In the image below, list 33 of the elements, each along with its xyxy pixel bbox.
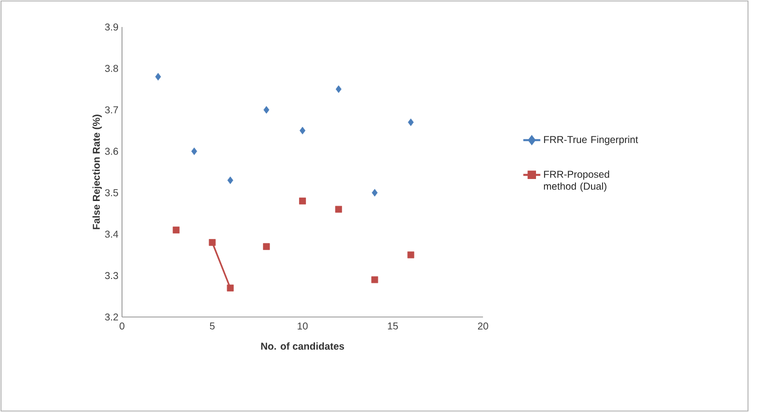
y-tick-label: 3.6 <box>105 148 118 155</box>
point <box>208 239 216 246</box>
point <box>264 106 270 114</box>
point <box>191 147 198 156</box>
y-tick-label: 3.2 <box>105 313 118 321</box>
point <box>371 276 378 284</box>
point <box>226 284 234 292</box>
y-tick-label: 3.7 <box>105 106 118 114</box>
point <box>263 243 270 250</box>
point <box>335 206 342 213</box>
point <box>155 72 162 81</box>
x-tick-label: 10 <box>298 322 308 330</box>
point <box>372 188 378 197</box>
legend-label: FRR-Proposed method (Dual) <box>544 170 610 192</box>
point <box>336 85 342 93</box>
point <box>300 126 306 134</box>
x-tick-label: 20 <box>478 322 488 330</box>
y-tick-label: 3.9 <box>105 23 118 31</box>
x-tick-label: 15 <box>388 322 398 330</box>
y-tick-label: 3.4 <box>105 230 118 238</box>
y-tick-label: 3.3 <box>105 272 118 280</box>
point <box>407 251 414 258</box>
point <box>227 176 234 184</box>
y-axis-title: False Rejection Rate (%) <box>92 114 102 230</box>
y-tick-label: 3.8 <box>105 64 118 72</box>
legend-label: FRR-True Fingerprint <box>544 136 638 146</box>
x-axis-title: No. of candidates <box>261 342 344 350</box>
point <box>299 198 306 204</box>
point <box>408 118 414 126</box>
point <box>172 226 180 234</box>
y-tick-label: 3.5 <box>105 189 118 196</box>
x-tick-label: 5 <box>210 322 215 330</box>
x-tick-label: 0 <box>120 322 124 330</box>
